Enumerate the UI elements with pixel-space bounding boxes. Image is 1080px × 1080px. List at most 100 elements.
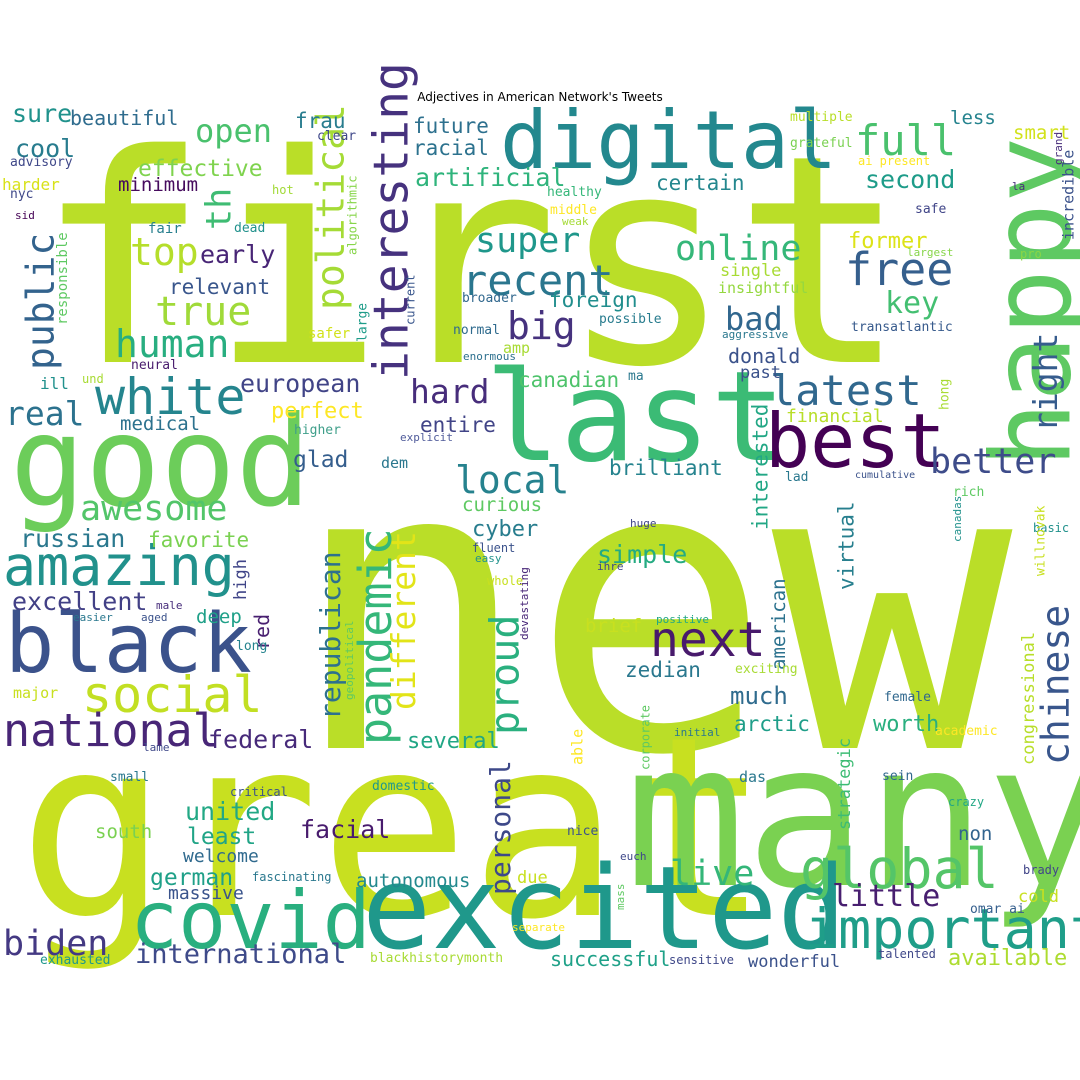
- word-bad: bad: [725, 300, 783, 338]
- word-ma: ma: [628, 369, 644, 384]
- word-positive: positive: [656, 613, 709, 626]
- word-dem: dem: [381, 454, 408, 472]
- word-open: open: [195, 112, 272, 150]
- word-clear: clear: [317, 129, 356, 144]
- word-new: new: [290, 378, 1015, 843]
- word-worth: worth: [873, 712, 939, 737]
- word-pandemic: pandemic: [349, 528, 402, 745]
- word-crazy: crazy: [948, 795, 984, 809]
- word-former: former: [848, 229, 927, 254]
- word-united: united: [185, 797, 275, 826]
- word-personal: personal: [484, 760, 517, 895]
- word-broader: broader: [462, 291, 517, 306]
- word-true: true: [155, 289, 251, 335]
- word-canadas: canadas: [951, 496, 964, 542]
- word-willnovak: willnovak: [1034, 505, 1049, 576]
- word-available: available: [948, 946, 1067, 971]
- word-euch: euch: [620, 850, 647, 863]
- word-largest: largest: [907, 246, 953, 259]
- word-perfect: perfect: [271, 399, 364, 424]
- word-super: super: [475, 221, 580, 261]
- word-able: able: [568, 729, 586, 765]
- word-past: past: [740, 363, 781, 383]
- word-hard: hard: [410, 372, 489, 411]
- word-national: national: [3, 704, 220, 757]
- chart-title: Adjectives in American Network's Tweets: [417, 90, 663, 104]
- word-biden: biden: [3, 924, 108, 964]
- word-large: large: [356, 303, 371, 342]
- word-full: full: [855, 116, 956, 165]
- word-cold: cold: [1018, 887, 1059, 907]
- word-autonomous: autonomous: [356, 870, 470, 892]
- word-financial: financial: [786, 406, 884, 427]
- word-multiple: multiple: [790, 110, 853, 125]
- word-geopolitical: geopolitical: [343, 621, 356, 700]
- word-less: less: [950, 107, 996, 129]
- word-interesting: interesting: [363, 62, 419, 380]
- word-pro: pro: [1020, 247, 1042, 261]
- word-basic: basic: [1033, 521, 1069, 535]
- word-middle: middle: [550, 203, 597, 218]
- word-donald: donald: [728, 344, 800, 368]
- word-normal: normal: [453, 323, 500, 338]
- word-devastating: devastating: [518, 567, 531, 640]
- word-next: next: [650, 612, 766, 668]
- word-ill: ill: [40, 374, 69, 393]
- word-aged: aged: [141, 611, 168, 624]
- word-dead: dead: [234, 221, 265, 236]
- word-insightful: insightful: [718, 279, 808, 297]
- word-much: much: [730, 682, 788, 710]
- word-responsible: responsible: [55, 232, 71, 325]
- word-hot: hot: [272, 183, 294, 197]
- word-chinese: chinese: [1034, 605, 1078, 765]
- word-amp: amp: [503, 339, 530, 357]
- word-higher: higher: [294, 423, 341, 438]
- word-key: key: [885, 286, 939, 321]
- word-local: local: [455, 458, 569, 502]
- word-important: important: [805, 897, 1080, 961]
- word-cool: cool: [15, 134, 75, 163]
- word-future: future: [413, 114, 489, 138]
- word-covid: covid: [130, 874, 371, 967]
- word-zedian: zedian: [625, 658, 701, 682]
- word-white: white: [95, 368, 246, 426]
- word-single: single: [720, 261, 781, 281]
- word-ihre: ihre: [597, 560, 624, 573]
- word-deep: deep: [196, 606, 242, 628]
- word-lame: lame: [143, 741, 170, 754]
- word-interested: interested: [749, 404, 773, 530]
- word-little: little: [832, 879, 940, 914]
- word-minimum: minimum: [118, 174, 198, 196]
- word-frau: frau: [295, 109, 346, 133]
- word-german: german: [150, 865, 233, 891]
- word-facial: facial: [300, 815, 390, 844]
- word-talented: talented: [878, 947, 936, 961]
- word-racial: racial: [413, 136, 489, 160]
- word-russian: russian: [20, 524, 125, 553]
- word-critical: critical: [230, 785, 288, 799]
- word-brilliant: brilliant: [609, 456, 723, 480]
- word-current: current: [403, 274, 417, 325]
- word-digital: digital: [500, 94, 837, 187]
- word-social: social: [82, 666, 263, 724]
- word-easy: easy: [475, 552, 502, 565]
- word-arctic: arctic: [734, 712, 810, 736]
- word-canadian: canadian: [518, 368, 619, 392]
- word-brady: brady: [1023, 863, 1059, 877]
- word-first: first: [35, 94, 908, 431]
- word-high: high: [231, 559, 251, 600]
- word-human: human: [115, 322, 229, 366]
- word-top: top: [130, 230, 199, 274]
- word-safer: safer: [308, 326, 350, 342]
- word-cyber: cyber: [472, 517, 538, 542]
- word-successful: successful: [550, 947, 670, 971]
- word-least: least: [187, 824, 256, 850]
- word-free: free: [845, 243, 953, 296]
- word-neural: neural: [131, 358, 178, 373]
- word-effective: effective: [138, 156, 263, 182]
- word-many: many: [625, 700, 1080, 933]
- word-beautiful: beautiful: [70, 106, 178, 130]
- word-grand: grand: [1052, 132, 1065, 165]
- word-academic: academic: [935, 724, 998, 739]
